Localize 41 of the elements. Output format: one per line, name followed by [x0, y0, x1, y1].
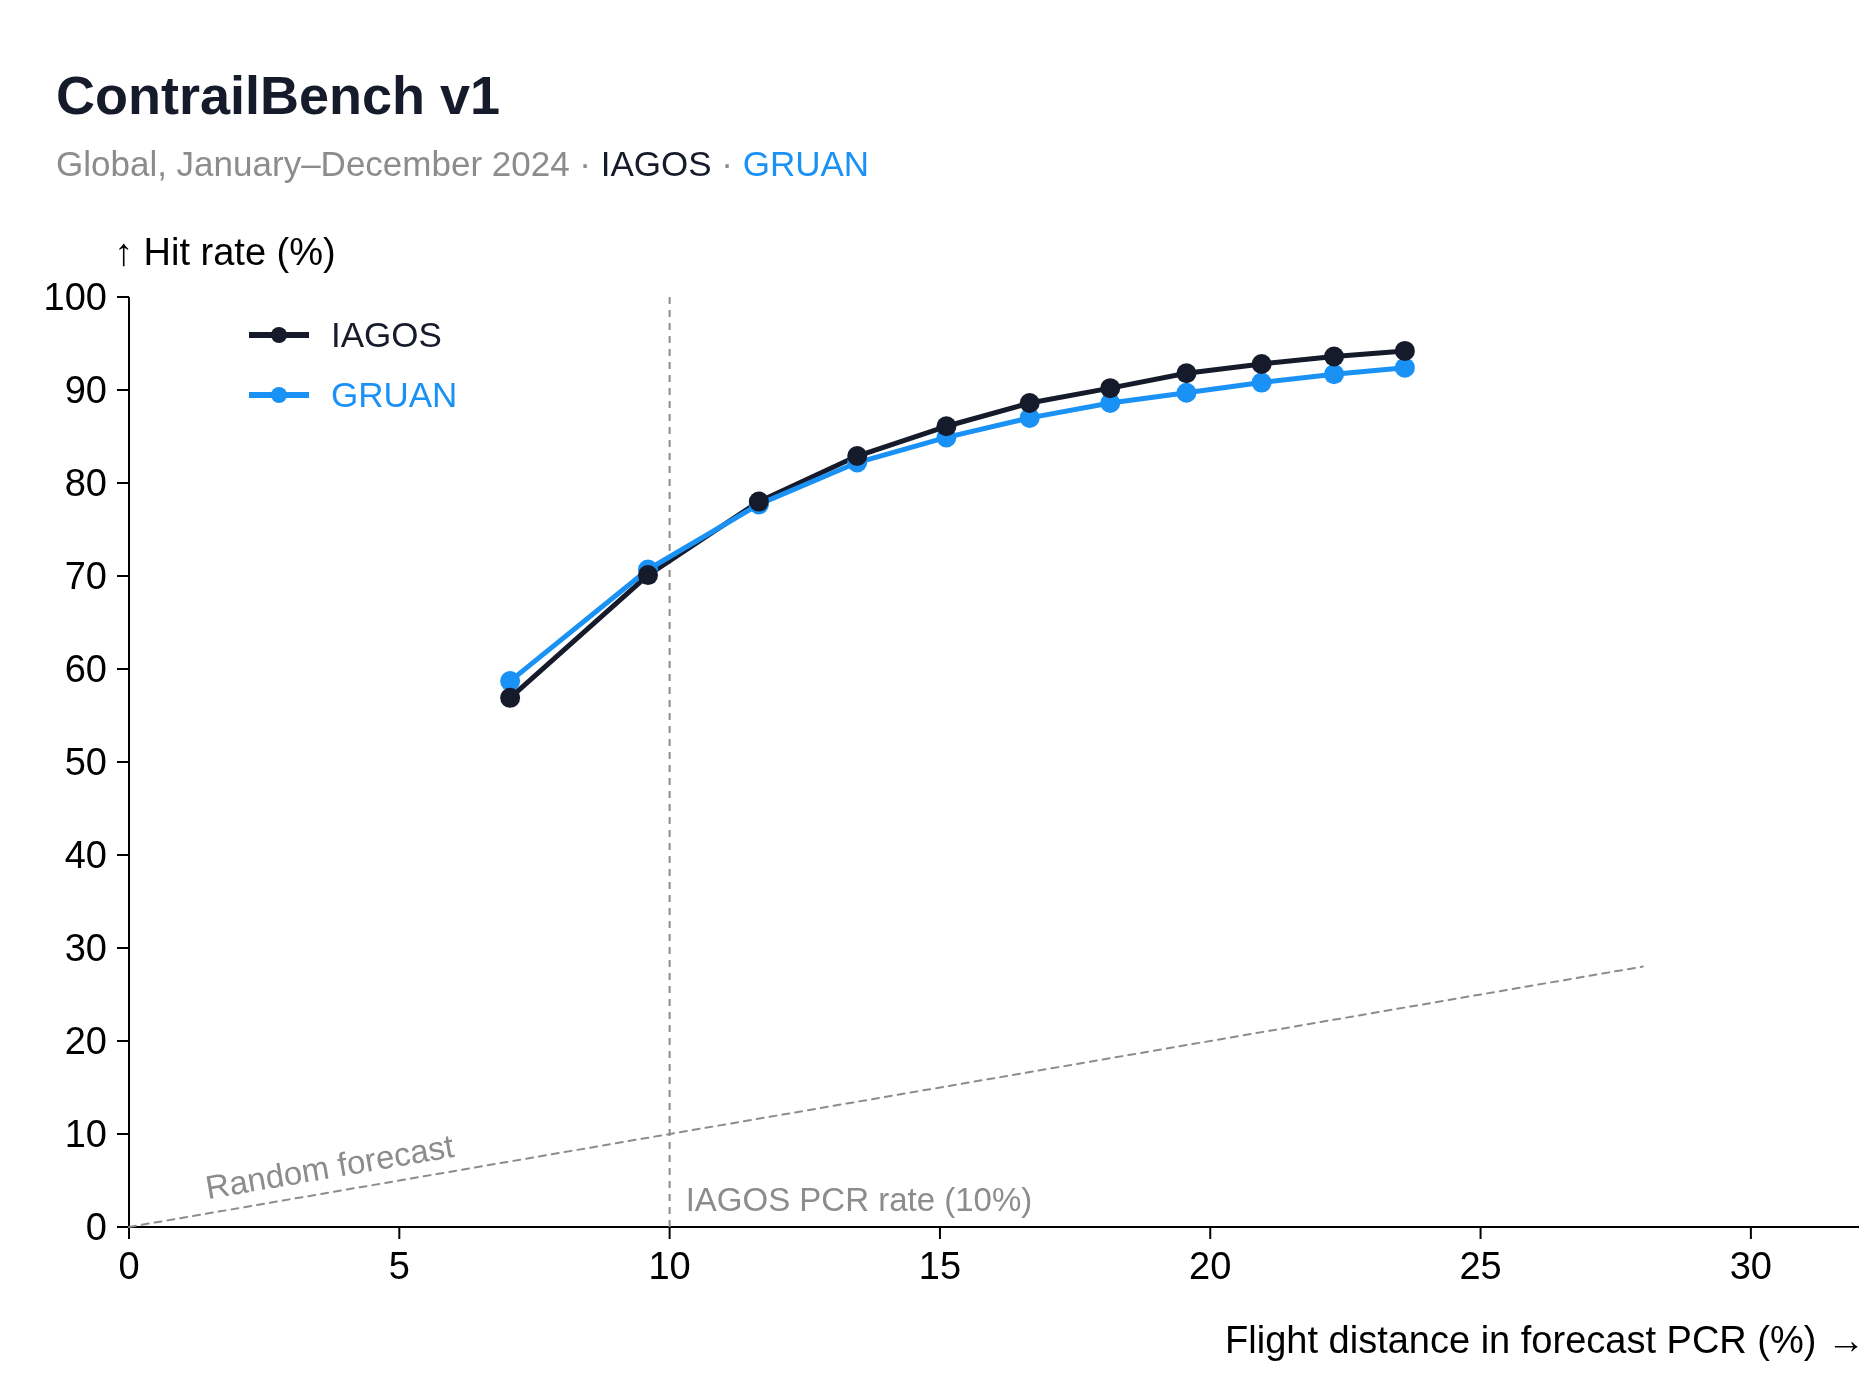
point: [1394, 357, 1415, 378]
point: [1394, 340, 1415, 361]
point: [638, 565, 658, 586]
point: [1251, 353, 1272, 374]
point: [1251, 372, 1272, 393]
point: [1019, 393, 1040, 414]
y-tick-label: 80: [64, 462, 107, 505]
y-tick-label: 60: [64, 648, 107, 691]
x-tick-label: 30: [1729, 1245, 1773, 1287]
y-tick-label: 0: [85, 1206, 107, 1249]
ref-line-label: IAGOS PCR rate (10%): [685, 1181, 1033, 1218]
x-tick-label: 15: [918, 1245, 962, 1287]
point: [936, 416, 957, 437]
y-tick-label: 20: [64, 1020, 107, 1063]
x-tick-label: 5: [388, 1245, 410, 1287]
y-tick-label: 50: [64, 741, 107, 784]
y-tick-label: 70: [64, 555, 107, 598]
point: [1324, 364, 1345, 385]
legend-label: IAGOS: [331, 315, 442, 355]
x-tick-label: 20: [1189, 1245, 1232, 1287]
y-tick-label: 10: [64, 1113, 107, 1156]
annotation: Random forecast: [202, 1127, 457, 1207]
x-tick-label: 25: [1459, 1245, 1502, 1287]
x-axis-title: Flight distance in forecast PCR (%) →: [1225, 1319, 1865, 1361]
point: [847, 446, 868, 467]
y-tick-label: 40: [64, 834, 107, 877]
point: [500, 671, 521, 692]
point: [1176, 363, 1197, 384]
x-tick-label: 0: [118, 1245, 140, 1287]
point: [500, 687, 521, 708]
point: [1324, 346, 1345, 367]
y-tick-label: 90: [64, 369, 107, 412]
point: [1176, 382, 1197, 403]
x-tick-label: 10: [648, 1245, 691, 1287]
y-tick-label: 100: [43, 276, 107, 319]
legend-label: GRUAN: [331, 375, 458, 415]
chart-title: ContrailBench v1: [56, 65, 501, 125]
y-tick-label: 30: [64, 927, 107, 970]
y-axis-title: ↑ Hit rate (%): [114, 231, 336, 273]
chart-subtitle: Global, January–December 2024 · IAGOS · GRUAN: [56, 144, 870, 183]
point: [1100, 378, 1121, 399]
